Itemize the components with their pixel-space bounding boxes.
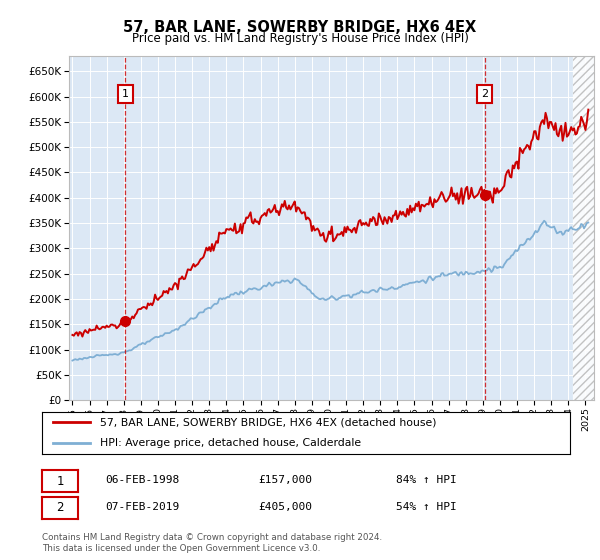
Text: Price paid vs. HM Land Registry's House Price Index (HPI): Price paid vs. HM Land Registry's House … (131, 32, 469, 45)
Text: 84% ↑ HPI: 84% ↑ HPI (396, 475, 457, 485)
Bar (572, 56, 594, 400)
Bar (572, 56, 594, 400)
Text: 57, BAR LANE, SOWERBY BRIDGE, HX6 4EX: 57, BAR LANE, SOWERBY BRIDGE, HX6 4EX (124, 20, 476, 35)
Text: 57, BAR LANE, SOWERBY BRIDGE, HX6 4EX (detached house): 57, BAR LANE, SOWERBY BRIDGE, HX6 4EX (d… (100, 417, 437, 427)
Text: 06-FEB-1998: 06-FEB-1998 (105, 475, 179, 485)
Text: £405,000: £405,000 (258, 502, 312, 512)
Text: Contains HM Land Registry data © Crown copyright and database right 2024.
This d: Contains HM Land Registry data © Crown c… (42, 533, 382, 553)
Text: HPI: Average price, detached house, Calderdale: HPI: Average price, detached house, Cald… (100, 438, 361, 448)
Text: £157,000: £157,000 (258, 475, 312, 485)
Text: 07-FEB-2019: 07-FEB-2019 (105, 502, 179, 512)
Text: 1: 1 (122, 89, 129, 99)
Text: 54% ↑ HPI: 54% ↑ HPI (396, 502, 457, 512)
Text: 2: 2 (481, 89, 488, 99)
Text: 2: 2 (56, 501, 64, 515)
Text: 1: 1 (56, 474, 64, 488)
